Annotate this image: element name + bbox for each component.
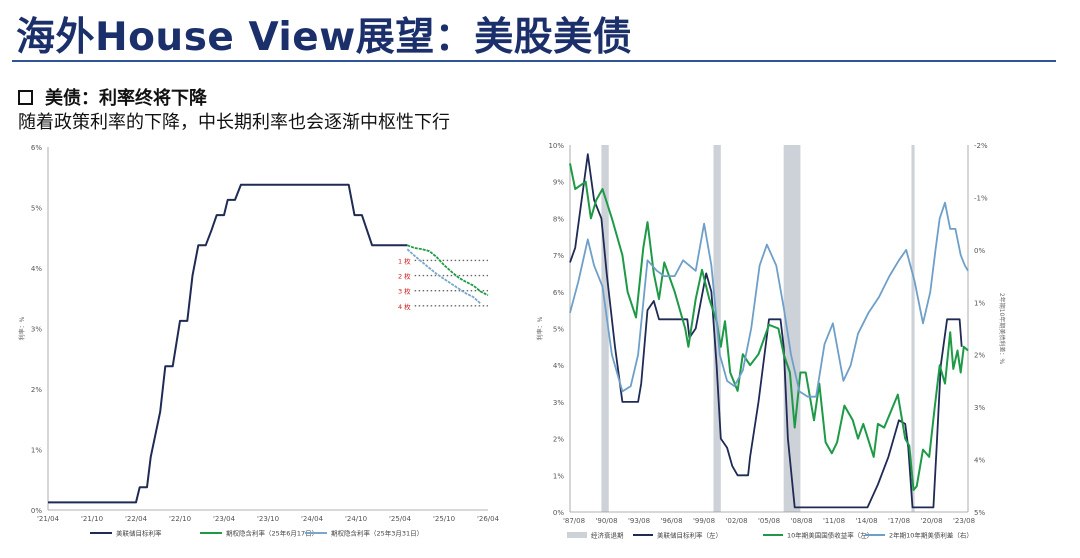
x-tick-label: '23/10 — [257, 515, 279, 523]
y-tick-label: 5% — [31, 205, 42, 213]
x-tick-label: '17/08 — [888, 517, 910, 525]
y-axis-title: 利率：% — [536, 316, 544, 340]
x-tick-label: '90/08 — [595, 517, 617, 525]
y-tick-label: 0% — [553, 509, 564, 517]
y2-tick-label: 0% — [974, 247, 985, 255]
x-tick-label: '11/08 — [823, 517, 845, 525]
y-tick-label: 0% — [31, 507, 42, 515]
y-tick-label: 3% — [553, 399, 564, 407]
x-tick-label: '99/08 — [693, 517, 715, 525]
y-tick-label: 3% — [31, 326, 42, 334]
y2-tick-label: -1% — [974, 194, 988, 202]
series-line — [48, 183, 408, 504]
treasury-yield-history-chart: 0% 1% 2% 3% 4% 5% 6% 7% 8% 9% 10% -2% -1% 0% 1% 2% 3% 4% 5… — [536, 142, 1006, 540]
x-tick-label: '87/08 — [563, 517, 585, 525]
x-tick-label: '02/08 — [725, 517, 747, 525]
section-subtitle: 随着政策利率的下降，中长期利率也会逐渐中枢性下行 — [18, 112, 450, 133]
legend-swatch — [567, 532, 587, 538]
x-tick-label: '20/08 — [920, 517, 942, 525]
y-axis-title: 利率：% — [18, 316, 26, 340]
x-tick-label: '05/08 — [758, 517, 780, 525]
legend-label: 期权隐含利率（25年6月17日） — [226, 529, 318, 538]
y2-tick-label: 5% — [974, 509, 985, 517]
recession-band — [911, 145, 915, 512]
y-tick-label: 9% — [553, 179, 564, 187]
cut-level-label: 2 枚 — [398, 272, 411, 281]
y-tick-label: 1% — [553, 472, 564, 480]
y2-tick-label: 4% — [974, 457, 985, 465]
series-line — [569, 163, 969, 491]
x-tick-label: '21/04 — [37, 515, 60, 523]
title-divider — [12, 60, 1056, 62]
x-tick-label: '93/08 — [628, 517, 650, 525]
x-tick-label: '22/04 — [125, 515, 148, 523]
x-tick-label: '24/10 — [345, 515, 367, 523]
y-tick-label: 6% — [31, 144, 42, 152]
page-title: 海外House View展望：美股美债 — [16, 15, 633, 60]
y-tick-label: 8% — [553, 215, 564, 223]
section-heading: 美债：利率终将下降 — [18, 84, 207, 110]
x-tick-label: '14/08 — [855, 517, 877, 525]
y2-tick-label: 1% — [974, 299, 985, 307]
recession-band — [601, 145, 609, 512]
cut-level-label: 3 枚 — [398, 287, 411, 296]
y-tick-label: 4% — [553, 362, 564, 370]
series-line — [569, 201, 969, 398]
series-line — [569, 153, 963, 509]
y2-tick-label: -2% — [974, 142, 988, 150]
x-tick-label: '25/04 — [389, 515, 412, 523]
y-tick-label: 2% — [31, 386, 42, 394]
legend-label: 美联储目标利率（左） — [657, 531, 722, 540]
y-tick-label: 4% — [31, 265, 42, 273]
x-tick-label: '21/10 — [81, 515, 103, 523]
y2-axis-title: 2年期10年期美债利差：% — [998, 293, 1006, 364]
legend-label: 美联储目标利率 — [116, 529, 162, 538]
x-tick-label: '22/10 — [169, 515, 191, 523]
legend-label: 经济衰退期 — [591, 531, 624, 540]
y2-tick-label: 2% — [974, 352, 985, 360]
legend-label: 2年期10年期美债利差（右） — [889, 531, 973, 540]
legend-label: 期权隐含利率（25年3月31日） — [331, 529, 423, 538]
x-tick-label: '24/04 — [301, 515, 324, 523]
y2-tick-label: 3% — [974, 404, 985, 412]
x-tick-label: '23/04 — [213, 515, 236, 523]
cut-level-label: 4 枚 — [398, 302, 411, 311]
x-tick-label: '96/08 — [660, 517, 682, 525]
x-tick-label: '26/04 — [477, 515, 500, 523]
section-heading-text: 美债：利率终将下降 — [45, 88, 207, 109]
y-tick-label: 10% — [548, 142, 564, 150]
x-tick-label: '25/10 — [433, 515, 455, 523]
fed-rate-expectation-chart: 0% 1% 2% 3% 4% 5% 6% '21/04 '21/10 '22/04 '22/10 '2… — [18, 144, 500, 538]
y-tick-label: 5% — [553, 326, 564, 334]
y-tick-label: 1% — [31, 447, 42, 455]
series-line — [406, 244, 489, 297]
cut-level-label: 1 枚 — [398, 256, 411, 265]
y-tick-label: 7% — [553, 252, 564, 260]
x-tick-label: '08/08 — [790, 517, 812, 525]
y-tick-label: 6% — [553, 289, 564, 297]
legend-label: 10年期美国国债收益率（左） — [787, 531, 873, 540]
x-tick-label: '23/08 — [953, 517, 975, 525]
series-line — [406, 248, 482, 305]
bullet-square-icon — [18, 89, 33, 105]
y-tick-label: 2% — [553, 436, 564, 444]
